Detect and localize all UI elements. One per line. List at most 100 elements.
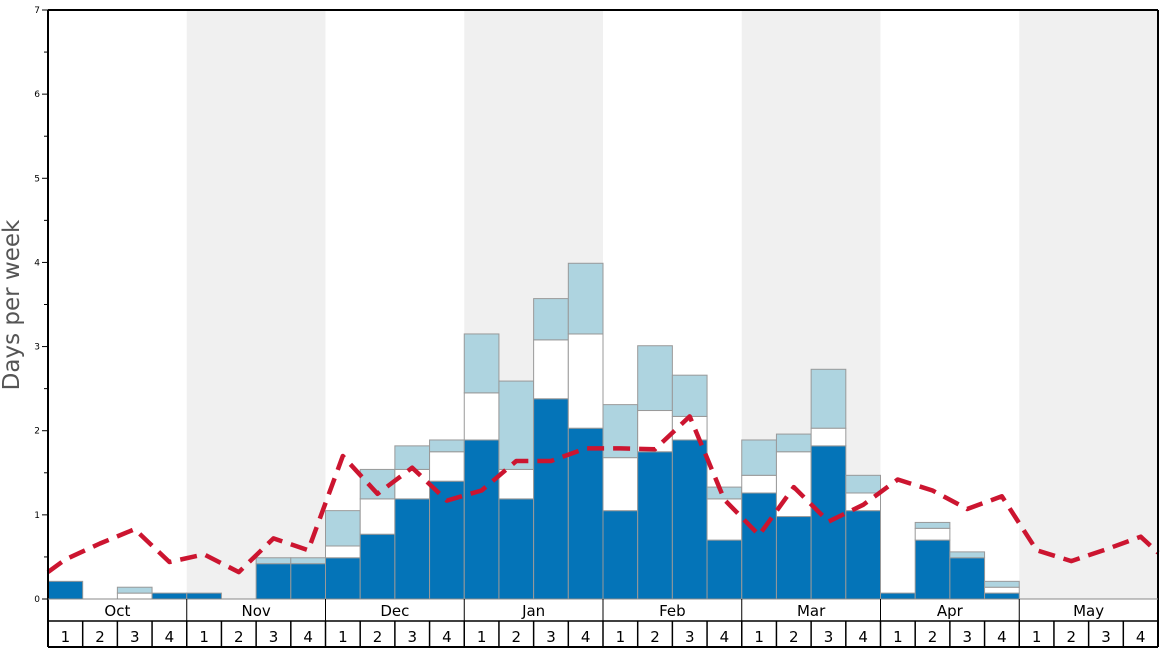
bar-segment-top (637, 345, 673, 412)
bar-segment-top (706, 486, 743, 500)
bar-segment-top (116, 586, 153, 594)
week-label: 2 (650, 628, 660, 646)
y-tick-label: 7 (34, 6, 40, 16)
month-label: Mar (797, 602, 826, 620)
week-label: 4 (858, 628, 868, 646)
week-label: 2 (95, 628, 105, 646)
bar-segment-bottom (359, 533, 396, 600)
week-label: 4 (581, 628, 591, 646)
bar-segment-top (602, 404, 639, 459)
bar-segment-bottom (741, 492, 777, 600)
trend-line-layer (46, 414, 1160, 575)
week-label: 3 (407, 628, 417, 646)
week-label: 3 (130, 628, 140, 646)
bar-segment-bottom (810, 445, 847, 600)
y-axis-label: Days per week (0, 219, 25, 390)
week-label: 3 (685, 628, 695, 646)
week-label: 1 (893, 628, 903, 646)
bar-segment-bottom (671, 439, 708, 600)
bar-segment-bottom (949, 557, 986, 600)
week-label: 1 (477, 628, 487, 646)
week-label: 2 (373, 628, 383, 646)
week-label: 4 (1136, 628, 1146, 646)
bar-segment-top (775, 433, 812, 453)
bar-segment-top (498, 380, 535, 470)
y-tick-label: 3 (34, 343, 40, 353)
bar-segment-bottom (151, 592, 188, 600)
bar-segment-top (533, 298, 569, 341)
bar-segment-bottom (775, 516, 812, 600)
bar-segment-middle (602, 457, 639, 512)
bar-segment-middle (810, 427, 847, 447)
week-label: 4 (442, 628, 452, 646)
week-label: 4 (997, 628, 1007, 646)
week-label: 2 (512, 628, 522, 646)
bar-segment-bottom (984, 592, 1020, 600)
week-label: 2 (928, 628, 938, 646)
axes: 0 1 2 3 4 5 6 7 Oct Nov Dec Jan Feb Mar Apr May 1 2 3 4 1 2 3 4… (34, 6, 1159, 648)
bar-segment-bottom (602, 510, 639, 600)
bars (47, 262, 1020, 600)
week-label: 2 (789, 628, 799, 646)
bar-segment-bottom (498, 498, 535, 600)
bar-segment-top (810, 368, 847, 429)
y-tick-label: 5 (34, 174, 40, 184)
bar-segment-bottom (394, 498, 431, 600)
bar-segment-middle (567, 333, 604, 429)
y-tick-label: 0 (34, 595, 40, 605)
bar-segment-top (671, 374, 708, 417)
bar-segment-bottom (290, 563, 326, 600)
bar-segment-top (914, 521, 951, 529)
bar-segment-bottom (567, 427, 604, 600)
bar-segment-middle (637, 410, 673, 453)
week-label: 3 (546, 628, 556, 646)
bar-segment-top (984, 580, 1020, 588)
week-label: 3 (269, 628, 279, 646)
bar-segment-middle (116, 592, 153, 600)
week-label: 1 (1032, 628, 1042, 646)
bar-segment-bottom (463, 439, 500, 600)
bar-segment-top (741, 439, 777, 476)
week-label: 1 (61, 628, 71, 646)
bar-segment-middle (359, 498, 396, 535)
month-label: May (1073, 602, 1104, 620)
week-label: 1 (616, 628, 626, 646)
y-tick-label: 1 (34, 511, 40, 521)
week-label: 3 (1101, 628, 1111, 646)
week-label: 3 (962, 628, 972, 646)
month-band-may (1019, 10, 1158, 599)
bar-segment-middle (741, 474, 777, 494)
bar-segment-top (429, 439, 465, 453)
week-label: 2 (1067, 628, 1077, 646)
month-label: Dec (380, 602, 409, 620)
month-label: Apr (937, 602, 964, 620)
bar-segment-top (290, 557, 326, 565)
week-label: 1 (754, 628, 764, 646)
y-tick-label: 4 (34, 258, 40, 268)
bar-segment-middle (706, 498, 743, 541)
bar-segment-bottom (880, 592, 916, 600)
bar-segment-top (567, 262, 604, 335)
bar-segment-middle (325, 545, 361, 559)
bar-segment-middle (984, 586, 1020, 594)
bar-segment-bottom (186, 592, 222, 600)
bar-segment-middle (914, 527, 951, 541)
bar-segment-bottom (845, 510, 881, 600)
bar-segment-bottom (255, 563, 292, 600)
bar-segment-middle (533, 339, 569, 400)
month-label: Nov (241, 602, 270, 620)
bar-segment-bottom (325, 557, 361, 600)
week-label: 3 (824, 628, 834, 646)
bar-segment-bottom (47, 580, 84, 600)
bar-segment-top (325, 510, 361, 547)
bar-segment-bottom (637, 451, 673, 600)
bar-segment-bottom (914, 539, 951, 600)
bar-segment-top (255, 557, 292, 565)
bar-segment-bottom (706, 539, 743, 600)
month-label: Feb (659, 602, 686, 620)
trend-line (46, 414, 1160, 575)
bar-segment-middle (498, 468, 535, 500)
month-label: Jan (521, 602, 545, 620)
week-label: 4 (720, 628, 730, 646)
